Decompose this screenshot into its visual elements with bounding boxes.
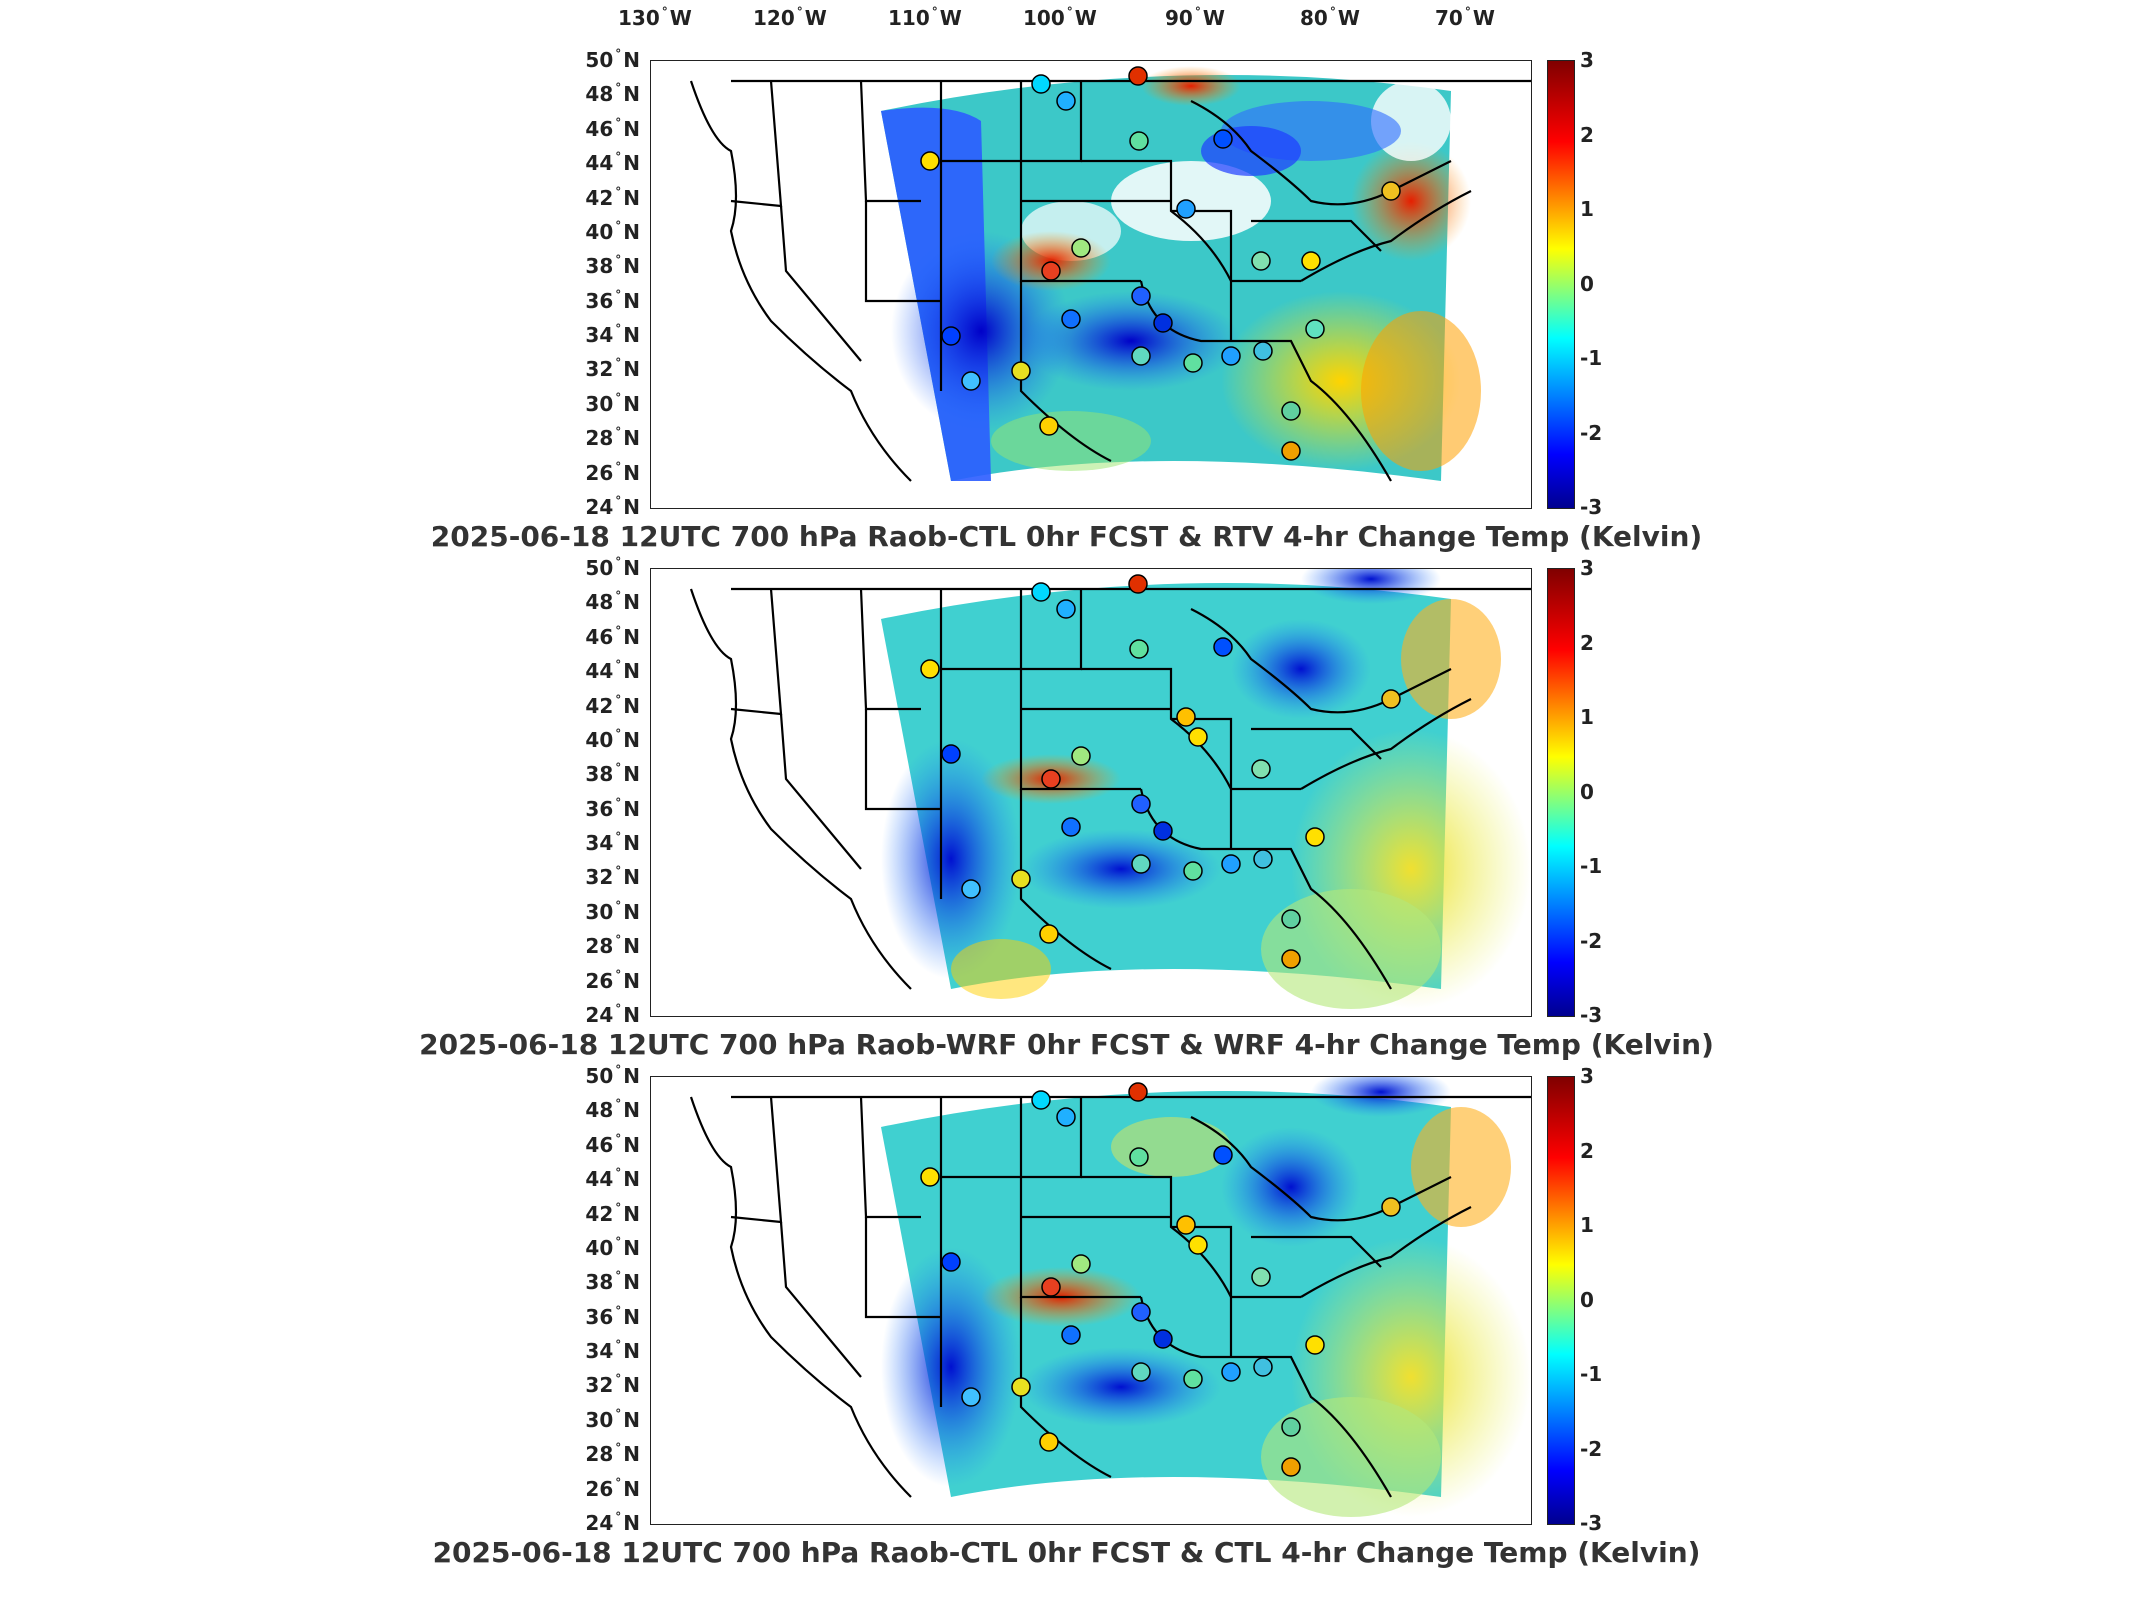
lat-label-24: 24 ° N — [585, 1510, 640, 1535]
colorbar-tick-2: 2 — [1580, 1138, 1594, 1163]
lat-label-28: 28 ° N — [585, 425, 640, 451]
lat-label-34: 34 ° N — [585, 830, 640, 856]
lat-label-48: 48 ° N — [585, 81, 640, 107]
lon-label-100: 100 ° W — [1023, 5, 1097, 30]
lat-label-28: 28 ° N — [585, 1441, 640, 1467]
lat-label-50: 50 ° N — [585, 555, 640, 580]
panel-3-title: 2025-06-18 12UTC 700 hPa Raob-CTL 0hr FC… — [432, 1536, 1701, 1569]
colorbar-tick--2: -2 — [1580, 1436, 1603, 1461]
colorbar-tick-1: 1 — [1580, 705, 1594, 729]
lat-label-36: 36 ° N — [585, 287, 640, 313]
lat-label-44: 44 ° N — [585, 658, 640, 684]
lat-label-46: 46 ° N — [585, 1131, 640, 1157]
map-panel-2-svg — [689, 569, 1531, 1009]
colorbar-panel-1 — [1547, 60, 1575, 509]
lon-label-120: 120 ° W — [753, 5, 827, 30]
lat-label-50: 50 ° N — [585, 47, 640, 72]
lat-label-40: 40 ° N — [585, 218, 640, 244]
raob-station-markers — [920, 66, 1401, 461]
map-panel-2[interactable] — [650, 568, 1532, 1017]
lat-label-40: 40 ° N — [585, 1234, 640, 1260]
colorbar-tick-2: 2 — [1580, 630, 1594, 655]
panel-1-title: 2025-06-18 12UTC 700 hPa Raob-CTL 0hr FC… — [430, 520, 1703, 553]
colorbar-tick-3: 3 — [1580, 1064, 1594, 1088]
raob-station-markers — [920, 574, 1401, 969]
lat-label-40: 40 ° N — [585, 726, 640, 752]
lon-label-90: 90 ° W — [1165, 5, 1225, 30]
lon-label-110: 110 ° W — [888, 5, 962, 30]
map-panel-1-svg — [689, 66, 1531, 482]
lat-label-32: 32 ° N — [585, 356, 640, 382]
lat-label-42: 42 ° N — [585, 692, 640, 718]
colorbar-tick--2: -2 — [1580, 928, 1603, 953]
lat-label-26: 26 ° N — [585, 967, 640, 993]
colorbar-tick-0: 0 — [1580, 1287, 1594, 1312]
lat-label-32: 32 ° N — [585, 1372, 640, 1398]
colorbar-tick-3: 3 — [1580, 556, 1594, 580]
colorbar-tick--3: -3 — [1580, 1003, 1603, 1027]
lat-label-38: 38 ° N — [585, 761, 640, 787]
lat-label-24: 24 ° N — [585, 494, 640, 519]
lat-label-26: 26 ° N — [585, 1475, 640, 1501]
colorbar-tick--1: -1 — [1580, 854, 1603, 878]
lat-label-44: 44 ° N — [585, 1166, 640, 1192]
lat-label-50: 50 ° N — [585, 1063, 640, 1088]
lat-label-26: 26 ° N — [585, 459, 640, 485]
map-panel-3[interactable] — [650, 1076, 1532, 1525]
colorbar-tick--3: -3 — [1580, 1511, 1603, 1535]
colorbar-tick-1: 1 — [1580, 197, 1594, 221]
raob-station-markers — [920, 1082, 1401, 1477]
colorbar-tick-1: 1 — [1580, 1213, 1594, 1237]
lon-label-70: 70 ° W — [1435, 5, 1495, 30]
lon-label-130: 130 ° W — [618, 5, 692, 30]
colorbar-panel-3 — [1547, 1076, 1575, 1525]
lat-label-42: 42 ° N — [585, 184, 640, 210]
lat-label-38: 38 ° N — [585, 253, 640, 279]
map-panel-3-svg — [689, 1077, 1531, 1517]
lat-label-34: 34 ° N — [585, 1338, 640, 1364]
colorbar-tick-0: 0 — [1580, 779, 1594, 804]
lat-label-30: 30 ° N — [585, 898, 640, 924]
lat-label-42: 42 ° N — [585, 1200, 640, 1226]
lat-label-44: 44 ° N — [585, 150, 640, 176]
colorbar-tick-3: 3 — [1580, 48, 1594, 72]
colorbar-tick--1: -1 — [1580, 346, 1603, 370]
lat-label-46: 46 ° N — [585, 623, 640, 649]
lat-label-30: 30 ° N — [585, 1406, 640, 1432]
colorbar-tick-2: 2 — [1580, 122, 1594, 147]
colorbar-panel-2 — [1547, 568, 1575, 1017]
lon-label-80: 80 ° W — [1300, 5, 1360, 30]
lat-label-34: 34 ° N — [585, 322, 640, 348]
lat-label-28: 28 ° N — [585, 933, 640, 959]
lat-label-36: 36 ° N — [585, 795, 640, 821]
lat-label-38: 38 ° N — [585, 1269, 640, 1295]
lat-label-36: 36 ° N — [585, 1303, 640, 1329]
colorbar-tick--2: -2 — [1580, 420, 1603, 445]
lat-label-46: 46 ° N — [585, 115, 640, 141]
lat-label-48: 48 ° N — [585, 1097, 640, 1123]
colorbar-tick-0: 0 — [1580, 271, 1594, 296]
map-panel-1[interactable] — [650, 60, 1532, 509]
lat-label-32: 32 ° N — [585, 864, 640, 890]
lat-label-30: 30 ° N — [585, 390, 640, 416]
colorbar-tick--3: -3 — [1580, 495, 1603, 519]
colorbar-tick--1: -1 — [1580, 1362, 1603, 1386]
panel-2-title: 2025-06-18 12UTC 700 hPa Raob-WRF 0hr FC… — [419, 1028, 1714, 1061]
lat-label-24: 24 ° N — [585, 1002, 640, 1027]
lat-label-48: 48 ° N — [585, 589, 640, 615]
